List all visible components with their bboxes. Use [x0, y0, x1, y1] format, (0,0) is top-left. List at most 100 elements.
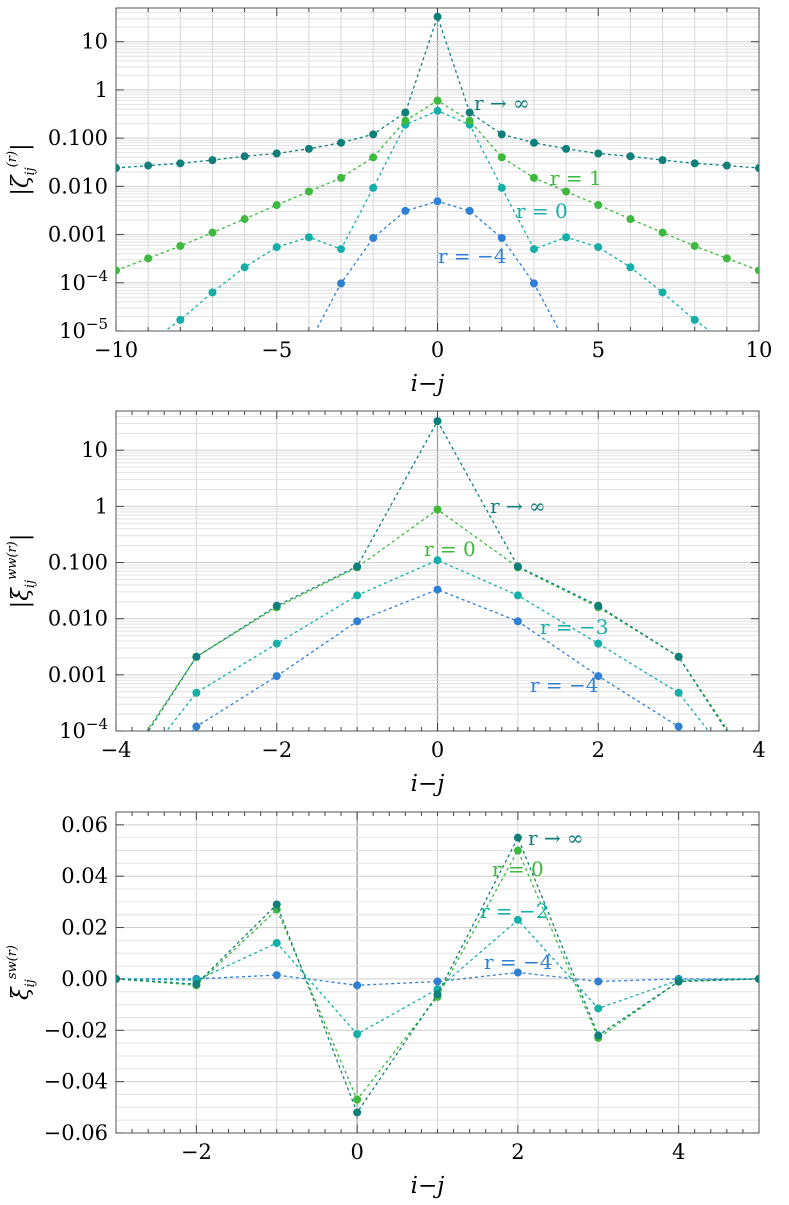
x-tick-label: 0: [431, 738, 444, 762]
y-tick-label: −0.06: [44, 1121, 108, 1145]
y-tick-label: 0.02: [61, 916, 108, 940]
data-point: [594, 672, 603, 681]
y-tick-label: 10−5: [59, 315, 108, 343]
data-point: [513, 617, 522, 626]
data-point: [192, 980, 201, 989]
data-point: [240, 215, 249, 224]
data-point: [304, 187, 313, 196]
data-point: [513, 968, 522, 977]
data-point: [562, 187, 571, 196]
series-label-2: r = −2: [480, 899, 549, 923]
data-point: [690, 315, 699, 324]
x-tick-label: 4: [672, 1140, 685, 1164]
data-point: [497, 130, 506, 139]
data-point: [513, 846, 522, 855]
x-tick-label: 0: [431, 338, 444, 362]
data-point: [240, 263, 249, 272]
data-point: [465, 108, 474, 117]
chart-panel-2: −4 −2 0 2 4 10−4 0.001 0.010 0.100 1 10 i−j |ξijww(r…: [5, 410, 766, 800]
data-point: [208, 288, 217, 297]
data-point: [369, 130, 378, 139]
data-point: [433, 417, 442, 426]
data-point: [562, 144, 571, 153]
data-point: [529, 138, 538, 147]
series-label-3: r = −4: [438, 244, 507, 268]
data-point: [272, 201, 281, 210]
data-point: [594, 201, 603, 210]
x-tick-label: −4: [101, 738, 132, 762]
data-point: [369, 183, 378, 192]
data-point: [353, 1095, 362, 1104]
data-point: [272, 900, 281, 909]
data-point: [594, 601, 603, 610]
x-tick-label: −2: [261, 738, 292, 762]
x-tick-label: 2: [592, 738, 605, 762]
data-point: [433, 197, 442, 206]
data-point: [144, 340, 152, 348]
data-point: [513, 591, 522, 600]
data-point: [353, 981, 362, 990]
axis-ticks: [115, 411, 760, 732]
data-point: [433, 977, 442, 986]
data-point: [513, 915, 522, 924]
data-point: [176, 315, 185, 324]
y-tick-label: 10−4: [59, 267, 108, 295]
data-point: [465, 206, 474, 215]
y-axis-title: ξijsw(r): [5, 945, 38, 1000]
data-point: [755, 164, 759, 173]
y-tick-label: 0.001: [48, 223, 108, 247]
data-point: [176, 241, 185, 250]
series-label-0: r → ∞: [490, 494, 546, 518]
data-point: [465, 116, 474, 125]
data-point: [272, 149, 281, 158]
data-point: [337, 173, 346, 182]
y-tick-label: 0.100: [48, 126, 108, 150]
data-point: [674, 688, 683, 697]
series-line-2: [165, 559, 710, 731]
data-point: [192, 722, 201, 731]
series-label-1: r = 0: [424, 537, 476, 561]
data-point: [433, 96, 442, 105]
data-point: [497, 153, 506, 162]
y-tick-label: 10: [81, 30, 108, 54]
data-point: [116, 164, 120, 173]
data-point: [755, 266, 759, 275]
data-point: [755, 792, 763, 800]
series-label-1: r = 0: [492, 857, 544, 881]
data-point: [112, 777, 120, 785]
y-tick-label: 0.04: [61, 864, 108, 888]
data-point: [192, 652, 201, 661]
y-tick-label: −0.04: [44, 1070, 108, 1094]
series-label-0: r → ∞: [474, 91, 530, 115]
x-tick-label: −10: [94, 338, 138, 362]
data-point: [337, 279, 346, 288]
data-point: [723, 340, 731, 348]
series-group: [116, 833, 759, 1117]
y-tick-label: 10−4: [59, 715, 108, 743]
data-point: [272, 639, 281, 648]
grid: [116, 812, 759, 1133]
series-group: [116, 12, 759, 348]
series-label-2: r = −3: [540, 615, 609, 639]
data-point: [112, 792, 120, 800]
y-tick-label: 10: [81, 438, 108, 462]
y-tick-label: 0.010: [48, 174, 108, 198]
y-tick-label: 1: [95, 78, 108, 102]
data-point: [433, 106, 442, 115]
data-point: [658, 288, 667, 297]
x-tick-label: −2: [181, 1140, 212, 1164]
data-point: [272, 672, 281, 681]
data-point: [722, 254, 731, 263]
series-label-2: r = 0: [516, 199, 568, 223]
data-point: [497, 233, 506, 242]
series-label-3: r = −4: [530, 673, 599, 697]
y-tick-label: 0.001: [48, 663, 108, 687]
data-point: [594, 639, 603, 648]
x-axis-title: i−j: [411, 371, 445, 397]
data-point: [594, 1004, 603, 1013]
y-tick-label: 0.00: [61, 967, 108, 991]
grid: [116, 8, 759, 331]
series-line-2: [116, 918, 759, 1035]
data-point: [401, 206, 410, 215]
